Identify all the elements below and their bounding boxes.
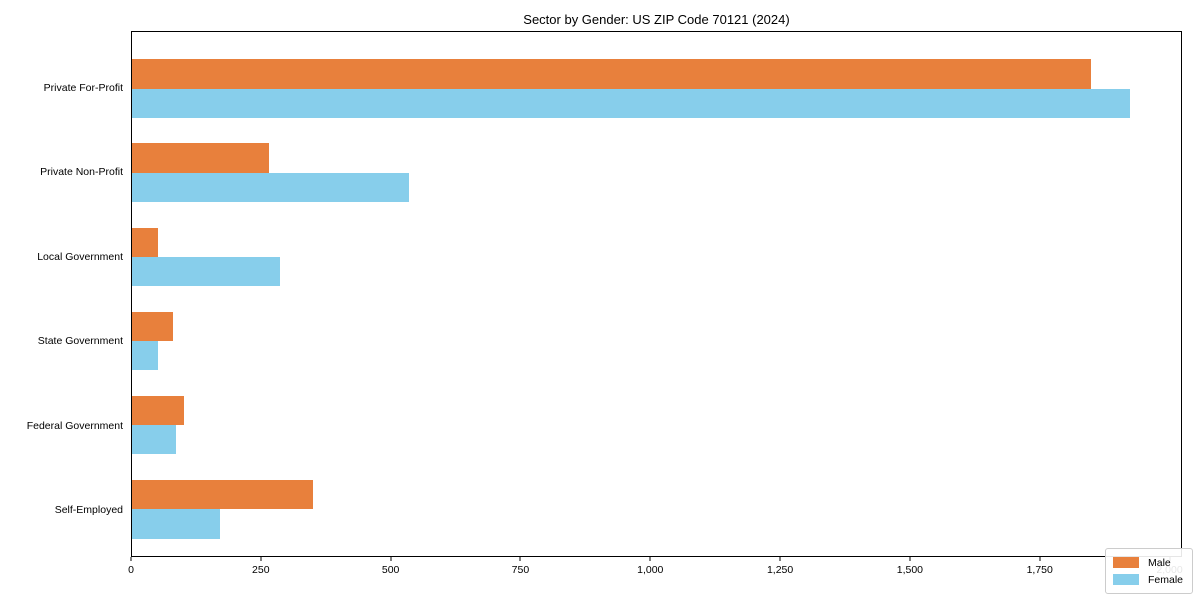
bar-female-private-non-profit bbox=[132, 172, 410, 203]
x-tick-mark-250 bbox=[260, 557, 262, 561]
bar-male-state-government bbox=[132, 311, 174, 342]
legend-label-female: Female bbox=[1147, 573, 1183, 586]
bar-male-private-for-profit bbox=[132, 59, 1091, 89]
y-axis-labels: Private For-Profit Private Non-Profit Loca… bbox=[0, 31, 123, 557]
bar-female-state-government bbox=[132, 341, 158, 371]
female-swatch bbox=[1112, 574, 1139, 585]
x-tick-label-250: 250 bbox=[252, 564, 270, 576]
x-tick-mark-500 bbox=[390, 557, 392, 561]
x-tick-label-500: 500 bbox=[381, 564, 400, 576]
x-tick-label-1250: 1,250 bbox=[766, 564, 794, 576]
x-tick-mark-1250 bbox=[779, 557, 781, 561]
y-label-private-for-profit: Private For-Profit bbox=[43, 82, 123, 95]
bar-female-private-for-profit bbox=[132, 88, 1130, 119]
legend: Male Female bbox=[1104, 548, 1193, 594]
x-tick-mark-750 bbox=[519, 557, 521, 561]
bar-female-self-employed bbox=[132, 509, 221, 539]
y-label-federal-government: Federal Government bbox=[26, 419, 123, 432]
chart-title: Sector by Gender: US ZIP Code 70121 (202… bbox=[523, 12, 790, 27]
y-label-local-government: Local Government bbox=[37, 250, 123, 263]
bar-male-federal-government bbox=[132, 395, 184, 426]
x-tick-label-1750: 1,750 bbox=[1026, 564, 1053, 576]
y-label-state-government: State Government bbox=[37, 335, 123, 348]
male-swatch bbox=[1112, 557, 1139, 568]
bar-male-self-employed bbox=[132, 479, 314, 510]
y-label-self-employed: Self-Employed bbox=[54, 504, 123, 516]
y-label-private-non-profit: Private Non-Profit bbox=[40, 166, 123, 179]
legend-row-female: Female bbox=[1112, 571, 1183, 588]
bar-female-federal-government bbox=[132, 425, 177, 455]
x-tick-mark-0 bbox=[130, 557, 132, 561]
x-tick-mark-1750 bbox=[1039, 557, 1041, 561]
x-tick-label-750: 750 bbox=[511, 564, 530, 576]
x-tick-mark-1000 bbox=[649, 557, 651, 561]
bar-male-private-non-profit bbox=[132, 143, 270, 173]
bar-male-local-government bbox=[132, 227, 158, 257]
legend-row-male: Male bbox=[1112, 554, 1183, 571]
plot-area bbox=[131, 31, 1182, 557]
x-tick-mark-1500 bbox=[909, 557, 911, 561]
legend-label-male: Male bbox=[1147, 556, 1171, 569]
x-tick-label-1500: 1,500 bbox=[896, 564, 924, 576]
bar-female-local-government bbox=[132, 256, 280, 287]
x-tick-label-0: 0 bbox=[128, 564, 134, 576]
x-tick-label-1000: 1,000 bbox=[637, 564, 664, 576]
